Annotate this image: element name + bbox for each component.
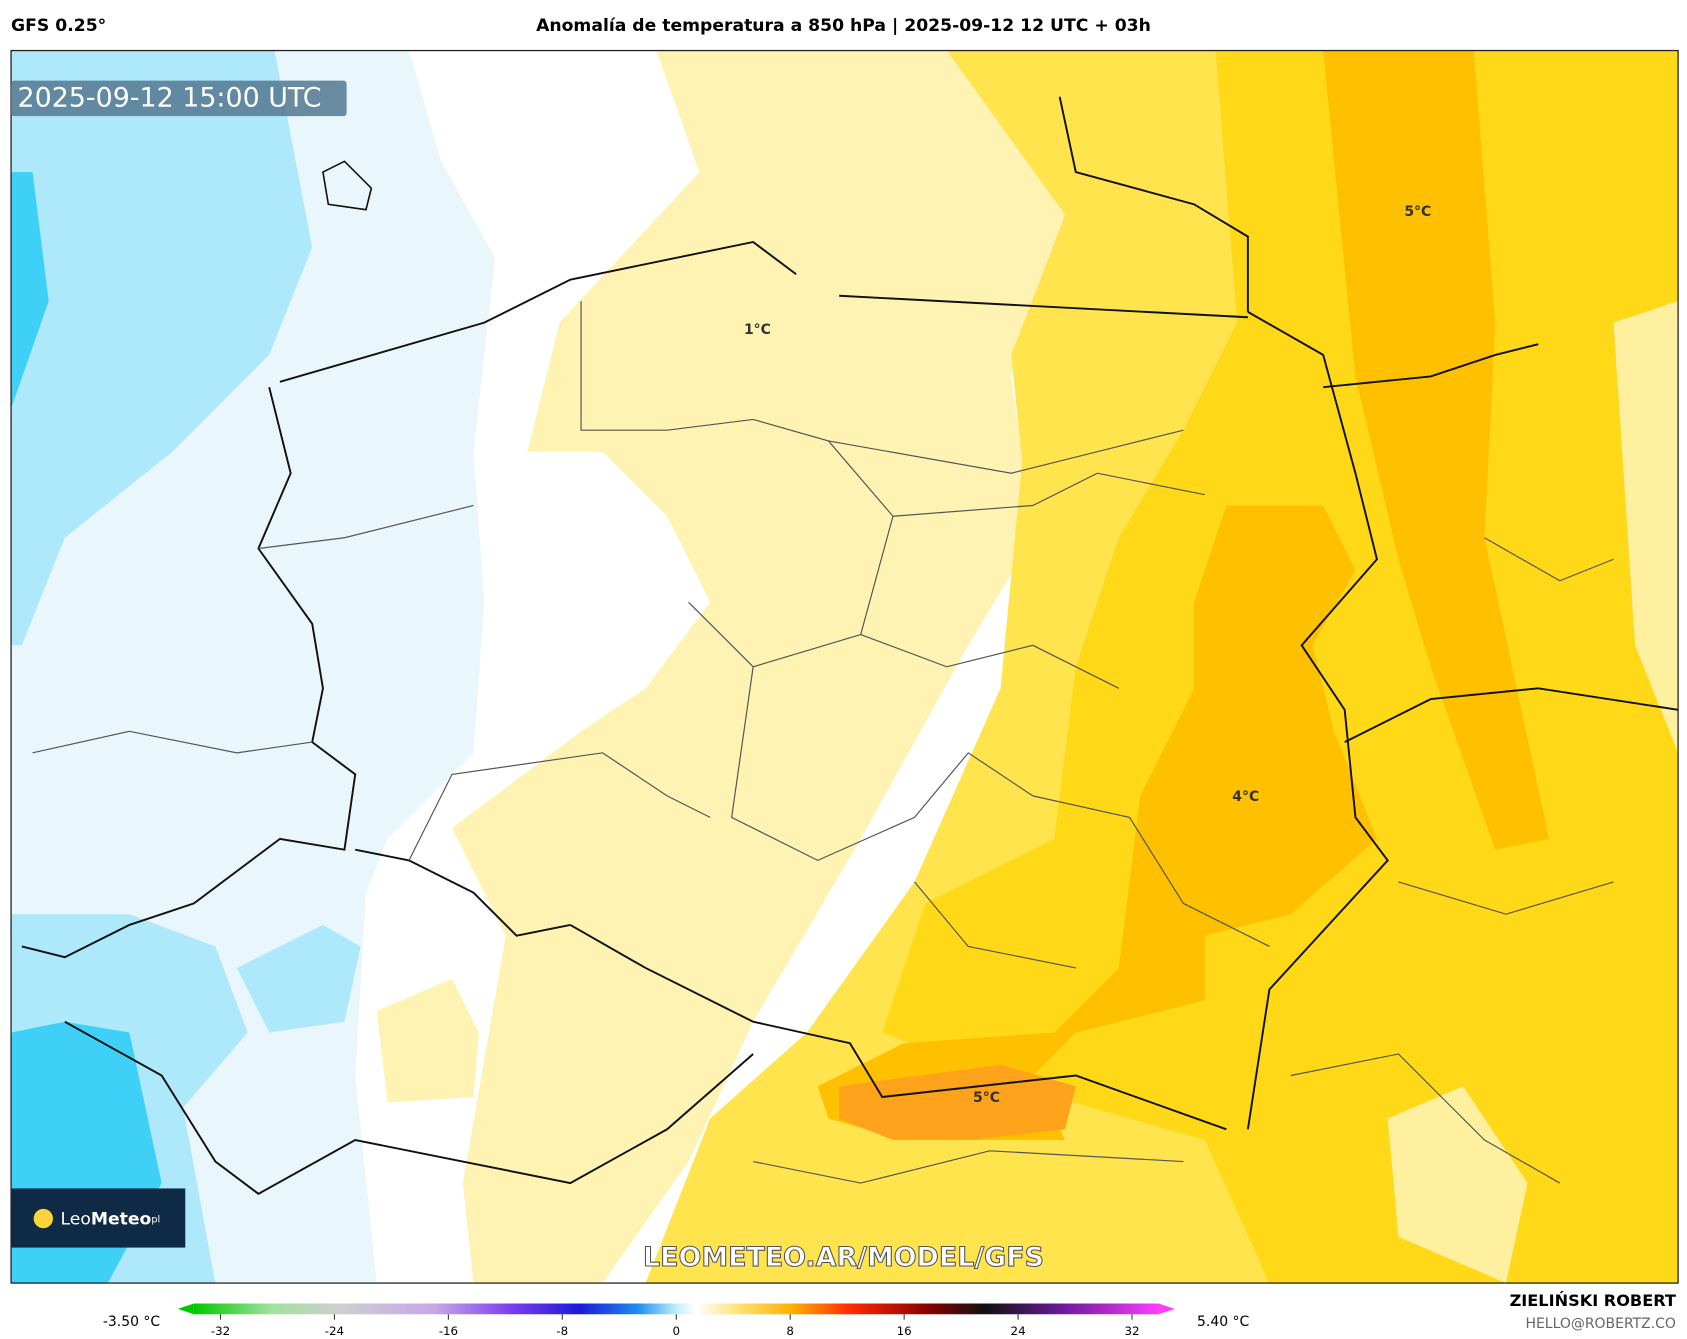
contour-label: 1°C <box>744 322 771 338</box>
logo-text: LeoMeteopl <box>61 1210 161 1230</box>
colorbar-tick-label: -8 <box>556 1324 568 1338</box>
model-label: GFS 0.25° <box>11 16 106 36</box>
colorbar-tick-label: 16 <box>897 1324 912 1338</box>
colorbar-tick-label: -32 <box>211 1324 230 1338</box>
map <box>11 50 1679 1284</box>
colorbar-tick-label: -16 <box>439 1324 458 1338</box>
map-title: Anomalía de temperatura a 850 hPa | 2025… <box>536 16 1151 36</box>
author-email: HELLO@ROBERTZ.CO <box>1525 1316 1675 1332</box>
author-name: ZIELIŃSKI ROBERT <box>1510 1291 1676 1310</box>
colorbar <box>193 1303 1159 1315</box>
contour-label: 4°C <box>1232 789 1259 805</box>
contour-label: 5°C <box>973 1090 1000 1106</box>
colorbar-max: 5.40 °C <box>1197 1314 1249 1330</box>
watermark: LEOMETEO.AR/MODEL/GFS <box>643 1242 1044 1273</box>
contour-label: 5°C <box>1404 204 1431 220</box>
colorbar-tick-label: 0 <box>672 1324 680 1338</box>
timestamp: 2025-09-12 15:00 UTC <box>18 82 322 113</box>
colorbar-tick-label: 32 <box>1124 1324 1139 1338</box>
colorbar-tick-label: 8 <box>786 1324 794 1338</box>
colorbar-tick-label: 24 <box>1011 1324 1026 1338</box>
colorbar-tick-label: -24 <box>325 1324 344 1338</box>
colorbar-min: -3.50 °C <box>103 1314 160 1330</box>
